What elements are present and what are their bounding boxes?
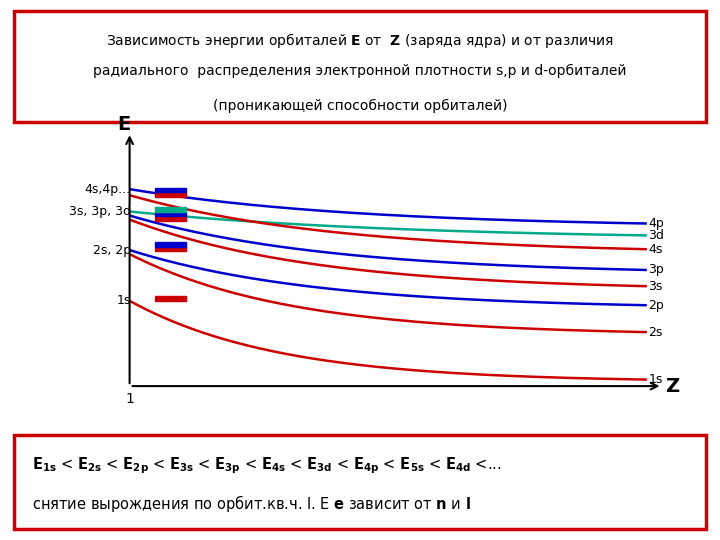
Text: снятие вырождения по орбит.кв.ч. l. E $\mathbf{e}$ зависит от $\mathbf{n}$ и $\m: снятие вырождения по орбит.кв.ч. l. E $\… [32,494,471,514]
Text: 4s,4p...: 4s,4p... [84,183,131,195]
Bar [155,192,186,197]
Text: 1s: 1s [649,373,662,386]
Text: 1s: 1s [117,294,131,307]
Text: Z: Z [665,376,680,396]
Text: радиального  распределения электронной плотности s,p и d-орбиталей: радиального распределения электронной пл… [94,64,626,78]
Bar [155,187,186,192]
FancyBboxPatch shape [14,435,706,529]
Bar [155,212,186,217]
Bar [155,247,186,252]
Bar [155,296,186,301]
FancyBboxPatch shape [14,11,706,122]
Text: (проникающей способности орбиталей): (проникающей способности орбиталей) [212,99,508,113]
Text: Зависимость энергии орбиталей $\mathbf{E}$ от  $\mathbf{Z}$ (заряда ядра) и от р: Зависимость энергии орбиталей $\mathbf{E… [106,31,614,50]
Text: 2s, 2p: 2s, 2p [93,244,131,256]
Text: $\mathbf{E_{1s}}$ < $\mathbf{E_{2s}}$ < $\mathbf{E_{2p}}$ < $\mathbf{E_{3s}}$ < : $\mathbf{E_{1s}}$ < $\mathbf{E_{2s}}$ < … [32,456,501,476]
Bar [155,217,186,221]
Text: 4p: 4p [649,217,664,230]
Bar [155,242,186,247]
Text: 3s: 3s [649,280,662,293]
Text: 3p: 3p [649,264,664,276]
Text: 4s: 4s [649,242,662,256]
Text: 3s, 3p, 3d: 3s, 3p, 3d [68,205,131,218]
Text: 2p: 2p [649,299,664,312]
Bar [155,207,186,212]
Text: 2s: 2s [649,326,662,339]
Text: 1: 1 [125,392,134,406]
Text: 3d: 3d [649,229,665,242]
Text: E: E [117,116,130,134]
